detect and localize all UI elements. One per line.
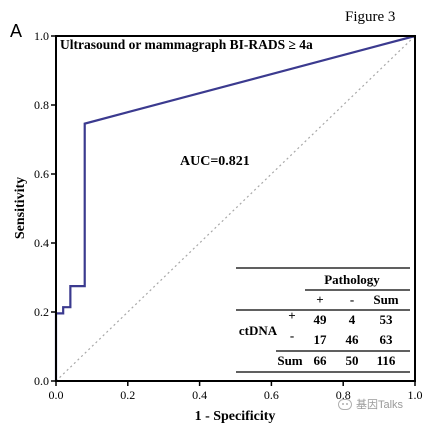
y-tick-label: 1.0 (34, 29, 49, 43)
y-tick-label: 0.0 (34, 374, 49, 388)
y-tick-label: 0.4 (34, 236, 49, 250)
table-cell: 63 (380, 332, 394, 347)
x-tick-label: 0.2 (120, 388, 135, 402)
table-pathology-header: Pathology (324, 272, 380, 287)
watermark: 基因Talks (338, 396, 403, 412)
chart-title: Ultrasound or mammagraph BI-RADS ≥ 4a (60, 37, 313, 52)
roc-curve-line (54, 34, 416, 381)
table-column-header: - (350, 292, 354, 307)
table-row-label: - (290, 328, 294, 343)
x-axis-label: 1 - Specificity (195, 409, 276, 424)
watermark-text: 基因Talks (356, 399, 404, 411)
y-tick-label: 0.2 (34, 305, 49, 319)
y-tick-label: 0.6 (34, 167, 49, 181)
figure-label: Figure 3 (345, 9, 395, 25)
reference-diagonal-line (55, 35, 416, 382)
table-cell: 53 (380, 312, 394, 327)
x-tick-label: 1.0 (408, 388, 423, 402)
x-tick-label: 0.0 (49, 388, 64, 402)
chat-bubble-icon (338, 398, 352, 410)
table-column-header: + (316, 292, 323, 307)
table-cell: 49 (314, 312, 328, 327)
table-cell: 46 (346, 332, 360, 347)
auc-annotation: AUC=0.821 (180, 154, 250, 169)
x-tick-label: 0.4 (192, 388, 207, 402)
y-tick-label: 0.8 (34, 98, 49, 112)
table-column-header: Sum (373, 292, 398, 307)
table-cell: 4 (349, 312, 356, 327)
panel-label: A (10, 21, 22, 41)
table-row-group-label: ctDNA (239, 323, 278, 338)
table-row-label: + (288, 308, 295, 323)
y-axis-label: Sensitivity (13, 177, 28, 239)
x-tick-label: 0.6 (264, 388, 279, 402)
table-cell: 17 (314, 332, 328, 347)
plot-frame (55, 35, 416, 382)
table-cell: 50 (346, 353, 359, 368)
table-cell: 66 (314, 353, 328, 368)
table-cell: 116 (377, 353, 396, 368)
table-row-label: Sum (277, 353, 302, 368)
